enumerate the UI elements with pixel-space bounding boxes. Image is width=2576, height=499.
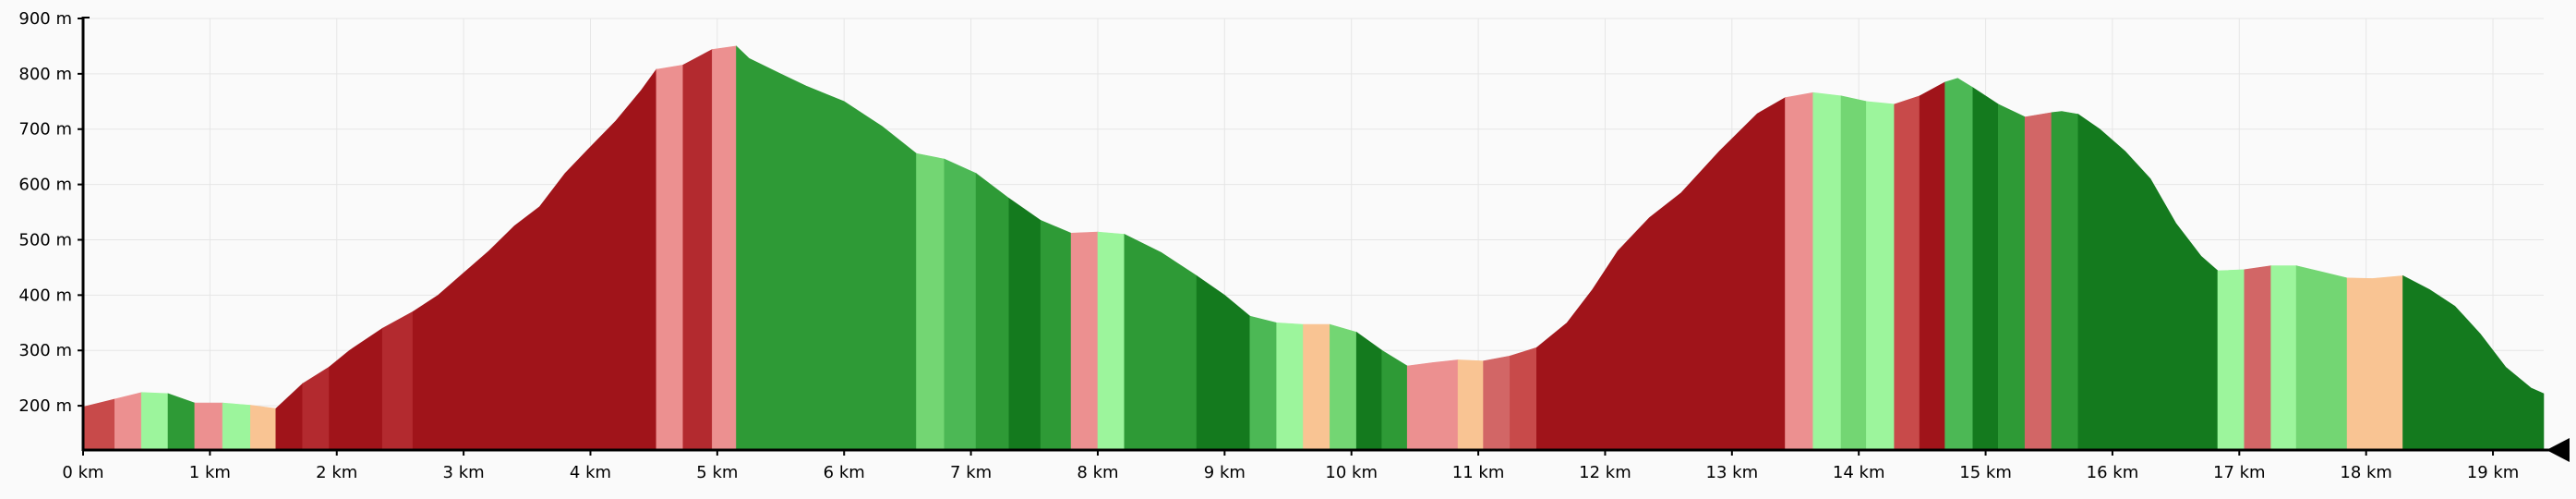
x-tick-label: 15 km [1959,463,2012,482]
x-tick-label: 2 km [316,463,357,482]
elevation-segment [1097,231,1125,451]
elevation-segment [736,45,917,451]
elevation-segment [1196,274,1251,451]
y-tick-label: 300 m [18,341,72,360]
elevation-segment [194,402,223,451]
elevation-segment [1866,101,1895,451]
elevation-segment [682,49,713,451]
y-tick-label: 600 m [18,176,72,195]
elevation-segment [1536,97,1786,451]
elevation-segment [1381,349,1408,451]
x-tick-label: 16 km [2087,463,2139,482]
elevation-segment [1919,81,1945,451]
y-tick-label: 800 m [18,65,72,84]
elevation-segment [2077,114,2219,451]
elevation-segment [114,392,142,451]
elevation-segment [275,383,303,451]
elevation-segment [2270,265,2297,451]
elevation-segment [1355,331,1382,451]
x-tick-label: 18 km [2340,463,2392,482]
x-tick-label: 11 km [1452,463,1505,482]
y-tick-label: 900 m [18,9,72,29]
elevation-segment [975,172,1010,451]
x-tick-label: 7 km [950,463,992,482]
elevation-segment [82,398,115,451]
x-tick-label: 10 km [1325,463,1378,482]
elevation-segment [1406,359,1459,451]
elevation-segment [1124,234,1198,451]
x-tick-label: 0 km [62,463,103,482]
elevation-segment [412,68,657,451]
x-tick-label: 19 km [2467,463,2520,482]
elevation-segment [1457,359,1484,451]
elevation-segment [167,393,196,451]
elevation-segment [1249,315,1277,451]
x-tick-label: 13 km [1706,463,1759,482]
x-tick-label: 9 km [1204,463,1246,482]
elevation-segment [2402,274,2545,451]
x-tick-label: 12 km [1579,463,1631,482]
elevation-segment [1894,95,1920,451]
axis-layer [78,17,2555,456]
elevation-segment [916,152,945,451]
x-tick-label: 5 km [696,463,738,482]
position-marker-layer[interactable] [2546,438,2570,462]
elevation-segment [656,64,684,451]
x-tick-label: 3 km [443,463,485,482]
y-tick-label: 200 m [18,396,72,416]
elevation-segment [1330,323,1357,451]
elevation-segment [1944,78,1974,451]
elevation-segment [2295,265,2348,451]
elevation-segment [222,402,251,451]
elevation-segment [712,45,737,451]
elevation-segment [2346,275,2403,451]
elevation-segment [2051,111,2079,451]
elevation-segment [1840,95,1867,451]
elevation-segment [2024,112,2052,451]
x-tick-label: 8 km [1077,463,1118,482]
elevation-segment [1008,198,1041,451]
y-tick-label: 400 m [18,286,72,305]
elevation-segment [1812,91,1842,451]
elevation-segment [1040,220,1072,451]
position-marker-icon[interactable] [2546,438,2570,462]
elevation-segment [250,405,277,451]
elevation-segment [1303,323,1330,451]
elevation-segment [381,310,414,451]
elevation-segment [1070,231,1099,451]
elevation-segment [944,158,977,451]
elevation-segment [1972,87,1999,451]
elevation-segment [2244,265,2271,451]
elevation-segment [1998,103,2026,451]
elevation-segment [1510,347,1537,451]
tick-label-layer: 200 m 300 m 400 m 500 m 600 m 700 m 800 m 900 m… [18,9,2519,482]
x-tick-label: 17 km [2213,463,2266,482]
y-tick-label: 500 m [18,230,72,250]
x-tick-label: 4 km [570,463,611,482]
x-tick-label: 14 km [1833,463,1885,482]
x-tick-label: 6 km [824,463,865,482]
elevation-area-layer [82,45,2545,451]
elevation-segment [1483,355,1511,451]
elevation-segment [302,366,330,451]
elevation-segment [140,392,169,451]
y-tick-label: 700 m [18,120,72,140]
elevation-segment [1785,91,1813,451]
elevation-segment [2217,269,2245,451]
elevation-segment [1276,322,1304,451]
x-tick-label: 1 km [189,463,231,482]
